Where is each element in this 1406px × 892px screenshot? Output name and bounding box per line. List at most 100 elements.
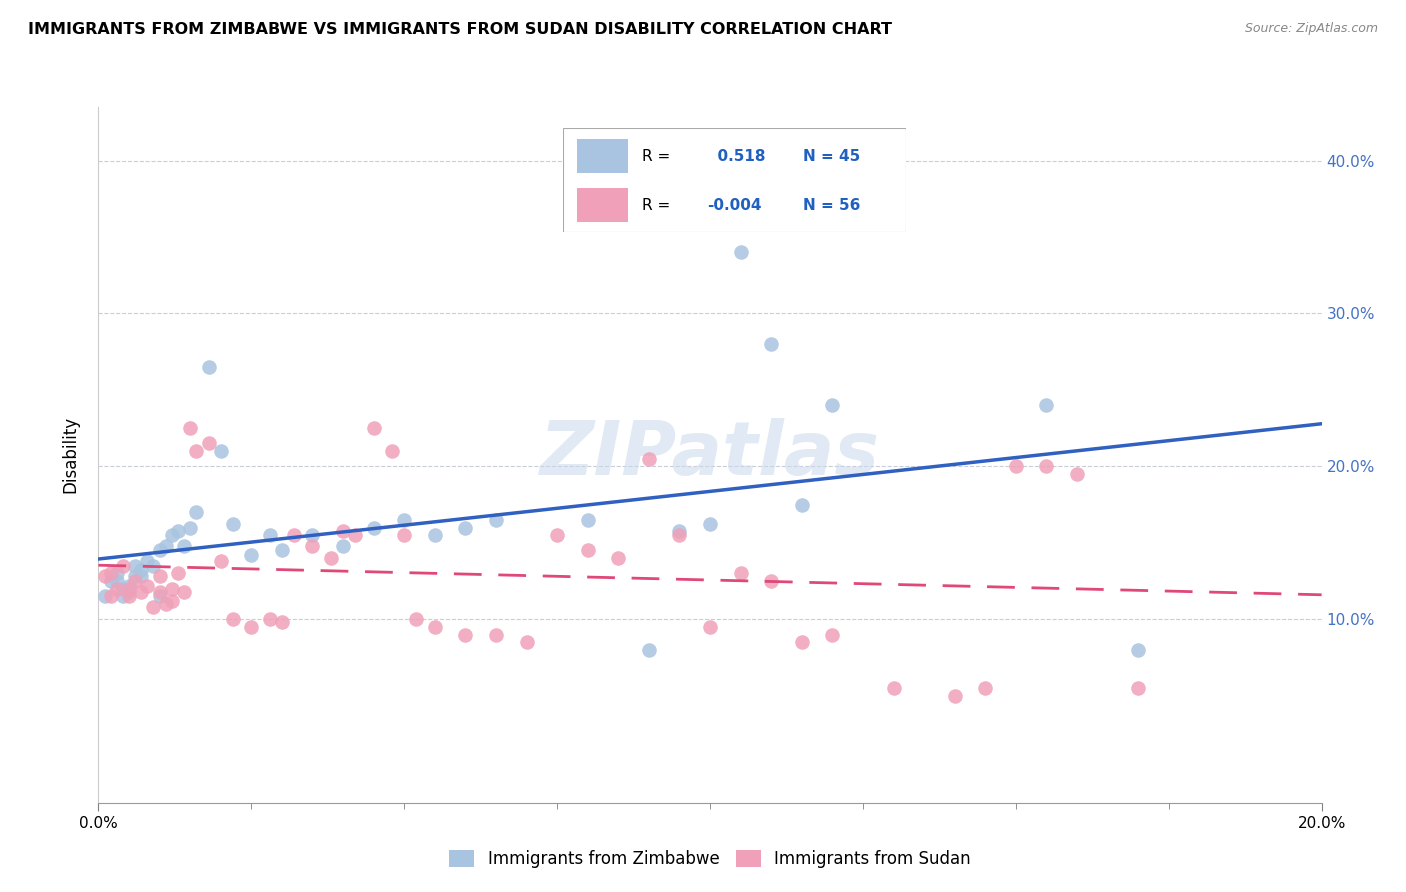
Point xyxy=(259,528,281,542)
Point xyxy=(790,498,813,512)
Point xyxy=(381,444,404,458)
Point xyxy=(319,551,342,566)
Point xyxy=(301,528,323,542)
Point xyxy=(259,612,281,626)
Point xyxy=(759,337,782,351)
Point xyxy=(821,627,844,641)
Point xyxy=(124,574,146,588)
Point xyxy=(160,582,183,596)
Point xyxy=(699,517,721,532)
Point xyxy=(516,635,538,649)
Point xyxy=(142,600,165,615)
Point xyxy=(111,590,134,604)
Point xyxy=(240,548,263,562)
Point xyxy=(118,584,141,599)
Point xyxy=(1004,459,1026,474)
Point xyxy=(270,543,292,558)
Point xyxy=(759,574,782,588)
Point xyxy=(118,590,141,604)
Point xyxy=(105,582,128,596)
Point xyxy=(100,574,122,588)
Point xyxy=(209,444,232,458)
Y-axis label: Disability: Disability xyxy=(62,417,80,493)
Point xyxy=(974,681,997,695)
Point xyxy=(209,554,232,568)
Point xyxy=(392,513,416,527)
Point xyxy=(129,569,152,583)
Point xyxy=(392,528,416,542)
Point xyxy=(576,513,599,527)
Point xyxy=(301,539,323,553)
Point xyxy=(363,520,385,534)
Point xyxy=(197,436,219,450)
Point xyxy=(730,566,752,581)
Text: IMMIGRANTS FROM ZIMBABWE VS IMMIGRANTS FROM SUDAN DISABILITY CORRELATION CHART: IMMIGRANTS FROM ZIMBABWE VS IMMIGRANTS F… xyxy=(28,22,893,37)
Point xyxy=(283,528,305,542)
Point xyxy=(173,584,195,599)
Point xyxy=(149,543,172,558)
Point xyxy=(93,569,115,583)
Point xyxy=(668,524,690,538)
Point xyxy=(821,398,844,412)
Point xyxy=(105,574,128,588)
Point xyxy=(173,539,195,553)
Point xyxy=(576,543,599,558)
Point xyxy=(129,563,152,577)
Point xyxy=(1035,398,1057,412)
Point xyxy=(129,584,152,599)
Point xyxy=(730,245,752,260)
Legend: Immigrants from Zimbabwe, Immigrants from Sudan: Immigrants from Zimbabwe, Immigrants fro… xyxy=(443,843,977,874)
Point xyxy=(124,569,146,583)
Point xyxy=(423,620,446,634)
Point xyxy=(423,528,446,542)
Point xyxy=(344,528,367,542)
Point xyxy=(485,513,508,527)
Point xyxy=(197,359,219,374)
Point xyxy=(485,627,508,641)
Point xyxy=(100,590,122,604)
Point xyxy=(883,681,905,695)
Point xyxy=(167,524,190,538)
Point xyxy=(332,539,354,553)
Point xyxy=(149,590,172,604)
Point xyxy=(136,579,159,593)
Point xyxy=(111,558,134,573)
Point xyxy=(546,528,568,542)
Point xyxy=(160,528,183,542)
Point xyxy=(155,539,177,553)
Point xyxy=(699,620,721,634)
Point xyxy=(155,597,177,611)
Point xyxy=(179,520,201,534)
Point xyxy=(270,615,292,630)
Text: Source: ZipAtlas.com: Source: ZipAtlas.com xyxy=(1244,22,1378,36)
Point xyxy=(167,566,190,581)
Point xyxy=(332,524,354,538)
Point xyxy=(1035,459,1057,474)
Point xyxy=(179,421,201,435)
Point xyxy=(637,643,661,657)
Point xyxy=(222,612,245,626)
Point xyxy=(142,558,165,573)
Point xyxy=(111,582,134,596)
Point xyxy=(454,520,477,534)
Point xyxy=(186,505,208,519)
Point xyxy=(149,569,172,583)
Point xyxy=(118,582,141,596)
Text: ZIPatlas: ZIPatlas xyxy=(540,418,880,491)
Point xyxy=(100,566,122,581)
Point xyxy=(668,528,690,542)
Point xyxy=(160,594,183,608)
Point xyxy=(454,627,477,641)
Point xyxy=(637,451,661,466)
Point xyxy=(240,620,263,634)
Point xyxy=(405,612,427,626)
Point xyxy=(149,584,172,599)
Point xyxy=(363,421,385,435)
Point xyxy=(93,590,115,604)
Point xyxy=(105,566,128,581)
Point xyxy=(136,554,159,568)
Point xyxy=(186,444,208,458)
Point xyxy=(1128,681,1150,695)
Point xyxy=(607,551,630,566)
Point xyxy=(222,517,245,532)
